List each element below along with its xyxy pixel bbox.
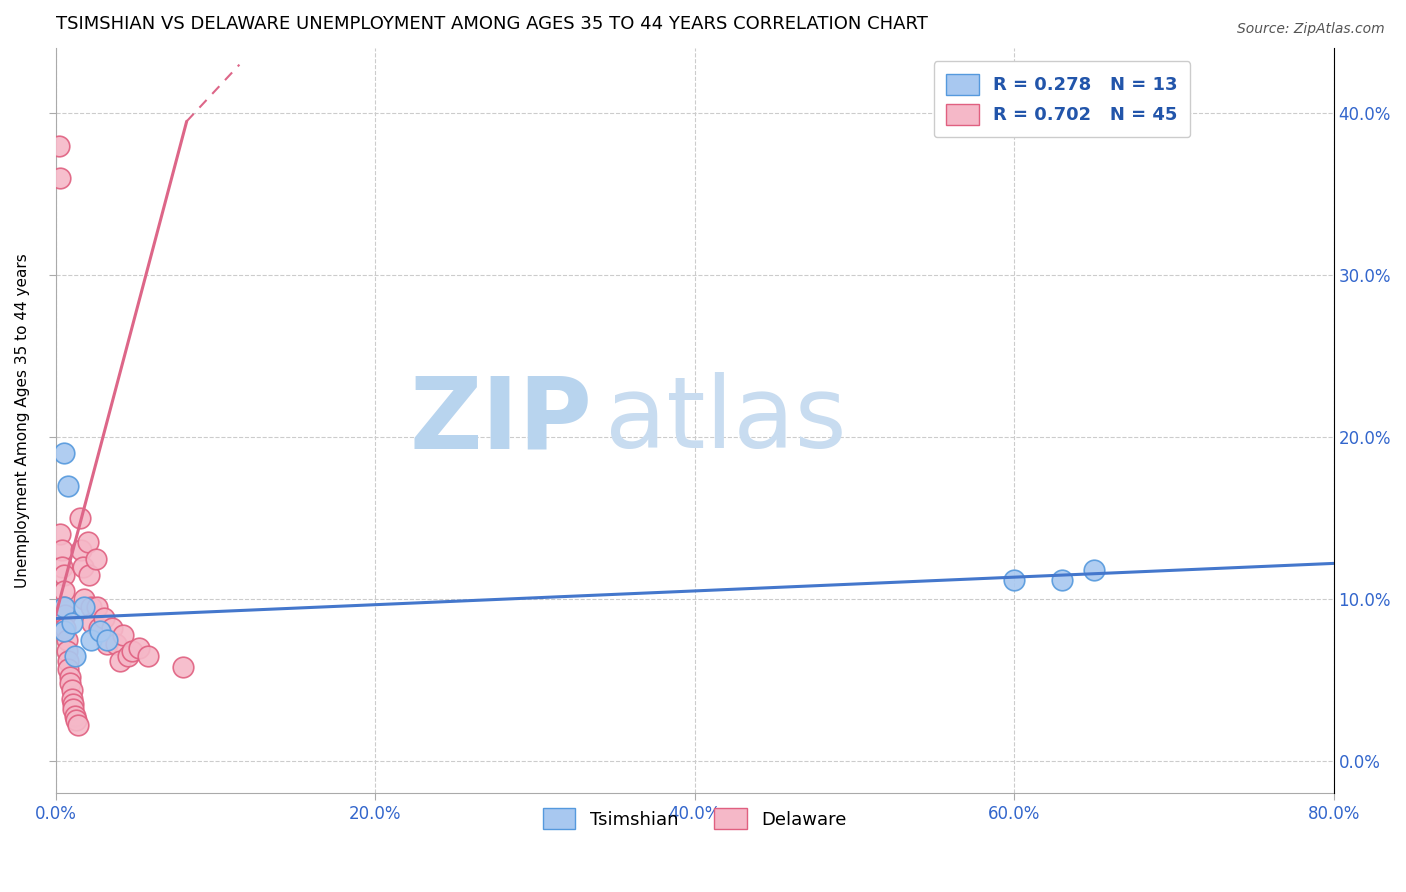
Point	[65, 714, 87, 728]
Point	[1050, 573, 1073, 587]
Point	[56, 632, 79, 647]
Point	[84, 551, 107, 566]
Legend: Tsimshian, Delaware: Tsimshian, Delaware	[536, 801, 853, 837]
Point	[1002, 573, 1025, 587]
Point	[93, 611, 115, 625]
Text: atlas: atlas	[605, 372, 846, 469]
Point	[73, 592, 96, 607]
Point	[58, 654, 80, 668]
Point	[62, 698, 84, 712]
Point	[52, 600, 75, 615]
Point	[138, 648, 160, 663]
Point	[49, 171, 72, 186]
Point	[52, 624, 75, 639]
Point	[58, 662, 80, 676]
Point	[63, 708, 86, 723]
Point	[59, 676, 82, 690]
Point	[128, 640, 150, 655]
Point	[51, 559, 73, 574]
Point	[52, 567, 75, 582]
Point	[87, 621, 110, 635]
Point	[53, 608, 76, 623]
Point	[80, 600, 103, 615]
Point	[63, 648, 86, 663]
Point	[52, 446, 75, 460]
Point	[76, 535, 98, 549]
Point	[53, 621, 76, 635]
Point	[60, 616, 83, 631]
Point	[1083, 563, 1105, 577]
Text: TSIMSHIAN VS DELAWARE UNEMPLOYMENT AMONG AGES 35 TO 44 YEARS CORRELATION CHART: TSIMSHIAN VS DELAWARE UNEMPLOYMENT AMONG…	[56, 15, 928, 33]
Point	[52, 583, 75, 598]
Point	[48, 138, 70, 153]
Point	[67, 718, 90, 732]
Point	[69, 511, 91, 525]
Point	[77, 567, 100, 582]
Point	[62, 702, 84, 716]
Text: ZIP: ZIP	[409, 372, 592, 469]
Point	[58, 478, 80, 492]
Point	[80, 632, 103, 647]
Point	[111, 627, 134, 641]
Point	[59, 670, 82, 684]
Point	[51, 543, 73, 558]
Point	[89, 624, 111, 639]
Point	[173, 660, 195, 674]
Point	[96, 637, 118, 651]
Point	[60, 692, 83, 706]
Point	[82, 616, 104, 631]
Y-axis label: Unemployment Among Ages 35 to 44 years: Unemployment Among Ages 35 to 44 years	[15, 253, 30, 588]
Point	[72, 559, 94, 574]
Point	[86, 600, 108, 615]
Point	[73, 600, 96, 615]
Point	[108, 654, 131, 668]
Point	[105, 637, 128, 651]
Point	[70, 543, 93, 558]
Point	[56, 644, 79, 658]
Point	[117, 648, 139, 663]
Point	[121, 644, 143, 658]
Point	[49, 527, 72, 541]
Point	[60, 682, 83, 697]
Point	[52, 600, 75, 615]
Point	[100, 621, 122, 635]
Point	[96, 632, 118, 647]
Text: Source: ZipAtlas.com: Source: ZipAtlas.com	[1237, 22, 1385, 37]
